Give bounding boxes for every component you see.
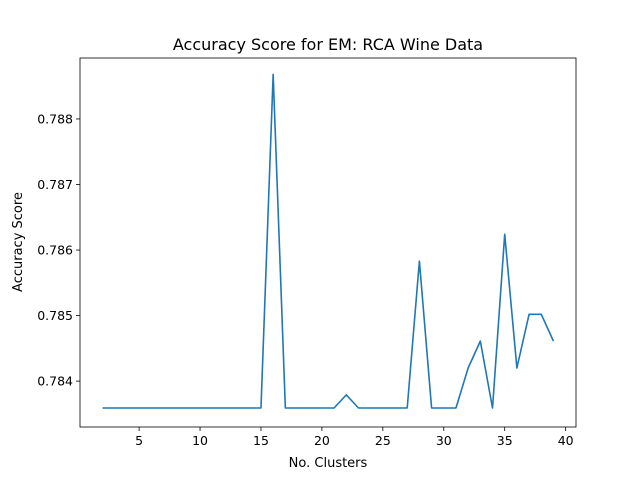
- y-axis-label: Accuracy Score: [11, 192, 26, 292]
- x-axis-label: No. Clusters: [289, 456, 368, 471]
- axes-frame: [79, 57, 577, 428]
- y-tick-label-0.785: 0.785: [37, 308, 73, 323]
- x-tick-label-30: 30: [436, 433, 452, 448]
- x-tick-label-35: 35: [497, 433, 513, 448]
- x-tick-label-5: 5: [135, 433, 143, 448]
- chart-title: Accuracy Score for EM: RCA Wine Data: [173, 35, 483, 54]
- x-tick-label-25: 25: [375, 433, 391, 448]
- x-tick-label-10: 10: [192, 433, 208, 448]
- y-tick-label-0.784: 0.784: [37, 374, 73, 389]
- y-tick-label-0.787: 0.787: [37, 177, 73, 192]
- y-tick-label-0.788: 0.788: [37, 111, 73, 126]
- x-tick-label-20: 20: [314, 433, 330, 448]
- x-tick-label-15: 15: [253, 433, 269, 448]
- series-line-0: [102, 73, 555, 409]
- plot-area: 5 10 15 20 25 30 35 40 0.784 0.785 0.786 0.787 0.788: [37, 57, 577, 448]
- x-tick-label-40: 40: [558, 433, 574, 448]
- y-tick-label-0.786: 0.786: [37, 243, 73, 258]
